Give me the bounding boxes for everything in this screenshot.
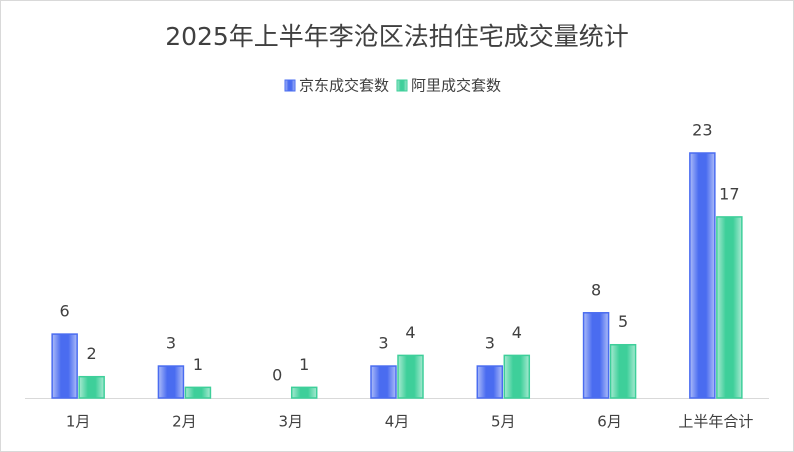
data-label: 1 bbox=[193, 355, 203, 374]
bar bbox=[582, 312, 610, 399]
bar bbox=[716, 216, 743, 399]
data-label: 6 bbox=[60, 302, 70, 321]
legend-swatch bbox=[396, 79, 408, 92]
data-label: 2 bbox=[87, 344, 97, 363]
legend-label: 阿里成交套数 bbox=[411, 77, 501, 95]
data-label: 8 bbox=[591, 280, 601, 299]
bar bbox=[609, 343, 637, 399]
data-label: 23 bbox=[692, 121, 712, 140]
bar bbox=[290, 386, 318, 399]
bar bbox=[184, 386, 212, 399]
chart-title: 2025年上半年李沧区法拍住宅成交量统计 bbox=[165, 22, 629, 51]
x-tick-label: 1月 bbox=[66, 413, 91, 431]
x-tick-label: 上半年合计 bbox=[678, 413, 753, 431]
x-tick-label: 6月 bbox=[597, 413, 622, 431]
data-label: 3 bbox=[166, 334, 176, 353]
data-label: 1 bbox=[299, 355, 309, 374]
bar bbox=[503, 354, 531, 399]
data-label: 0 bbox=[272, 366, 282, 385]
data-label: 17 bbox=[719, 184, 739, 203]
x-tick-label: 3月 bbox=[278, 413, 303, 431]
bar bbox=[157, 365, 185, 399]
bar bbox=[397, 354, 424, 399]
x-tick-label: 4月 bbox=[385, 413, 410, 431]
bar bbox=[78, 375, 105, 399]
data-label: 4 bbox=[405, 323, 415, 342]
bar bbox=[370, 365, 397, 399]
data-label: 4 bbox=[512, 323, 522, 342]
legend-swatch bbox=[284, 79, 296, 92]
data-label: 5 bbox=[618, 312, 628, 331]
bar bbox=[689, 152, 716, 399]
legend-label: 京东成交套数 bbox=[299, 77, 389, 95]
bar bbox=[51, 333, 78, 399]
x-tick-label: 5月 bbox=[491, 413, 516, 431]
x-tick-label: 2月 bbox=[172, 413, 197, 431]
data-label: 3 bbox=[485, 334, 495, 353]
data-label: 3 bbox=[378, 334, 388, 353]
bar bbox=[476, 365, 504, 399]
